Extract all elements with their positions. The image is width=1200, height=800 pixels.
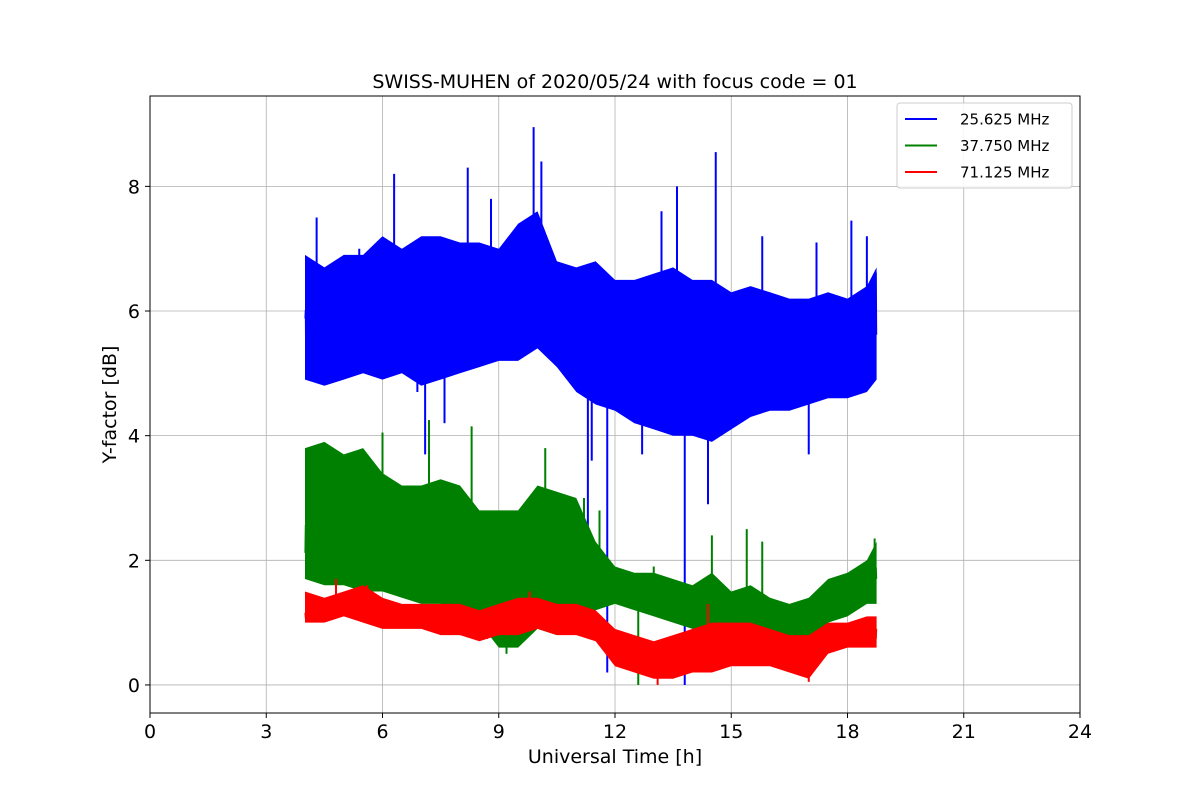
series-line-71125: [304, 589, 878, 679]
y-tick-label: 0: [128, 675, 140, 697]
series-line-37750: [304, 447, 878, 657]
x-axis: 0 3 6 9 12 15 18 21 24: [144, 713, 1092, 743]
legend: 25.625 MHz 37.750 MHz 71.125 MHz: [896, 102, 1073, 189]
x-tick-label: 6: [376, 721, 388, 743]
series-25625: [304, 127, 878, 685]
legend-label-71125: 71.125 MHz: [960, 164, 1049, 182]
x-axis-label: Universal Time [h]: [528, 746, 702, 768]
y-axis-label: Y-factor [dB]: [99, 346, 121, 465]
x-tick-label: 3: [260, 721, 272, 743]
y-axis: 0 2 4 6 8: [128, 176, 150, 697]
legend-label-37750: 37.750 MHz: [960, 137, 1049, 155]
legend-frame: [896, 102, 1073, 189]
y-tick-label: 8: [128, 176, 140, 198]
series-layer: [304, 127, 878, 685]
y-tick-label: 2: [128, 550, 140, 572]
plot-area: [304, 127, 878, 685]
y-tick-label: 6: [128, 301, 140, 323]
x-tick-label: 18: [835, 721, 859, 743]
series-71125: [304, 579, 878, 685]
x-tick-label: 9: [493, 721, 505, 743]
x-tick-label: 0: [144, 721, 156, 743]
x-tick-label: 24: [1068, 721, 1092, 743]
legend-label-25625: 25.625 MHz: [960, 111, 1049, 129]
x-tick-label: 12: [603, 721, 627, 743]
y-tick-label: 4: [128, 426, 140, 448]
x-tick-label: 15: [719, 721, 743, 743]
x-tick-label: 21: [952, 721, 976, 743]
chart-title: SWISS-MUHEN of 2020/05/24 with focus cod…: [372, 71, 857, 93]
